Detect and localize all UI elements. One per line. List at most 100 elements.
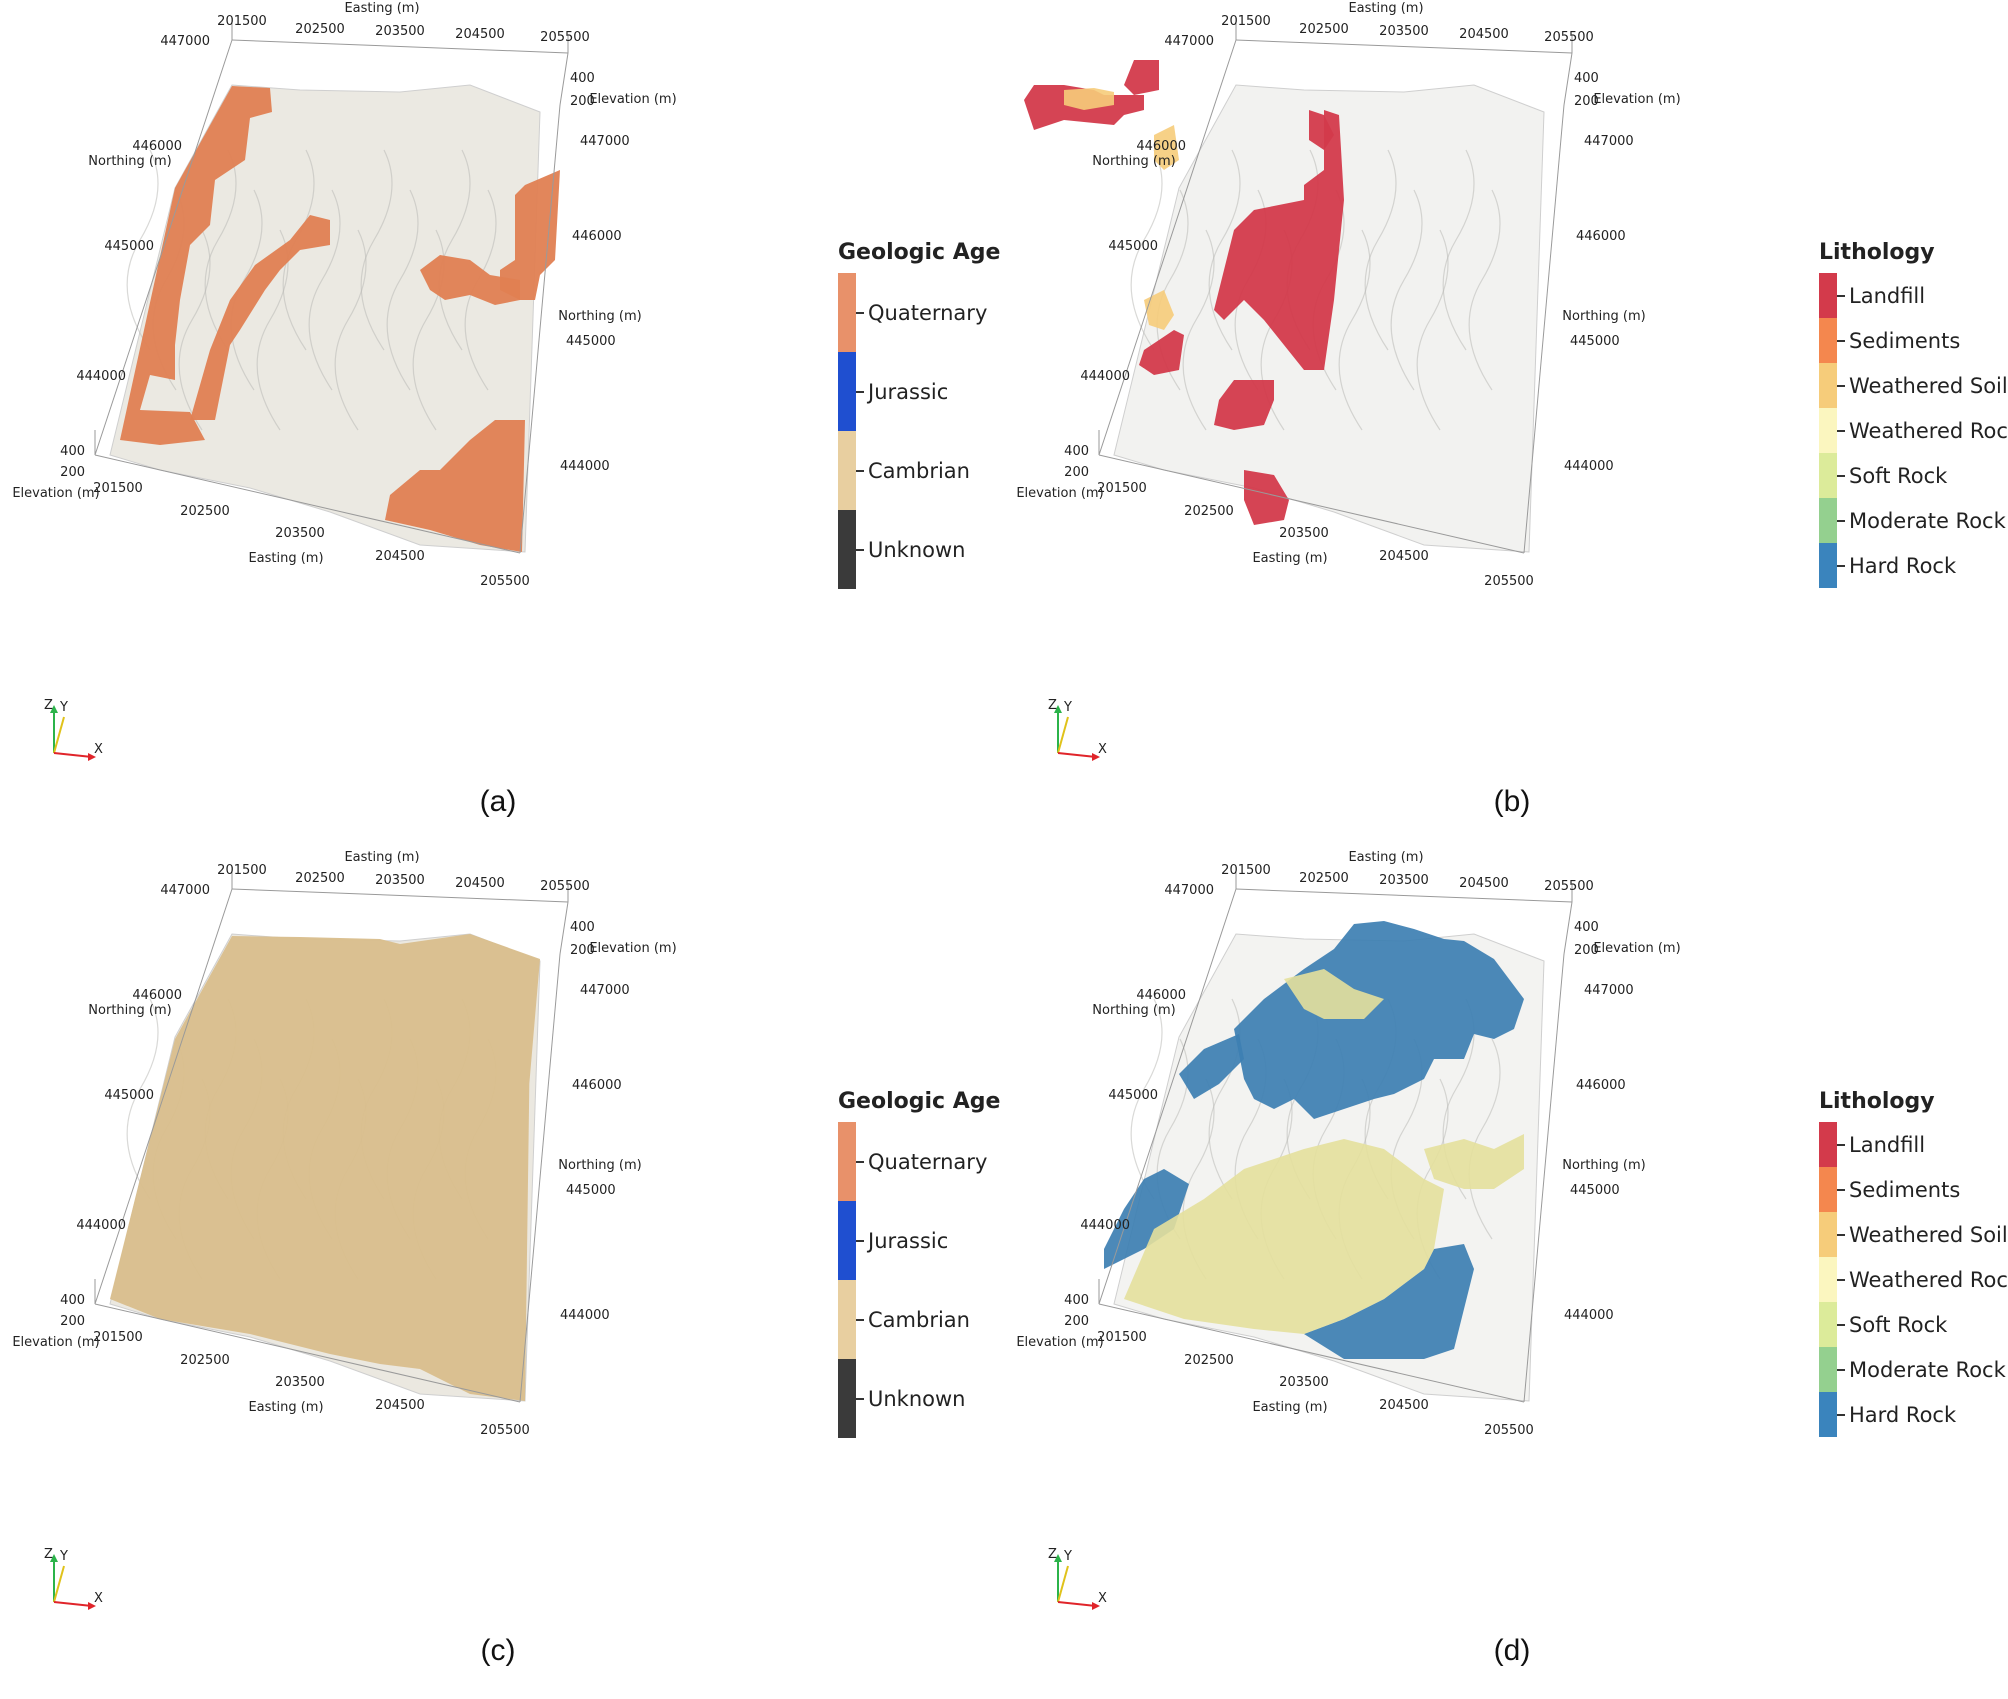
- legend-tick: [1837, 564, 1845, 567]
- easting-tick-bottom: 201500: [1097, 1330, 1147, 1345]
- legend-item-sediments: Sediments: [1819, 1167, 2008, 1212]
- geology-patch-secondary: [1144, 290, 1174, 330]
- northing-tick-left: 444000: [1080, 1218, 1130, 1233]
- elevation-axis-label-bottom: Elevation (m): [1016, 486, 1103, 501]
- svg-text:Y: Y: [59, 1549, 68, 1564]
- northing-tick-right: 446000: [572, 229, 622, 244]
- geology-patch-secondary: [1064, 88, 1114, 110]
- legend-label: Weathered Rock: [1849, 1267, 2008, 1292]
- legend-swatch: [1819, 1302, 1837, 1347]
- legend-swatch: [1819, 318, 1837, 363]
- legend-swatch: [838, 1122, 856, 1201]
- legend-label: Soft Rock: [1849, 463, 1948, 488]
- legend-item-sediments: Sediments: [1819, 318, 2008, 363]
- easting-tick-bottom: 201500: [1097, 481, 1147, 496]
- northing-axis-label-left: Northing (m): [88, 1003, 171, 1018]
- elevation-tick-top: 200: [570, 943, 595, 958]
- elevation-axis-label-top: Elevation (m): [589, 92, 676, 107]
- map-3d-view[interactable]: 201500 202500 203500 204500 205500 Easting (m…: [1004, 0, 2008, 849]
- legend-tick: [856, 390, 864, 393]
- easting-tick-bottom: 205500: [480, 574, 530, 589]
- legend-tick: [1837, 1323, 1845, 1326]
- legend-items: Landfill Sediments Weathered Soil Weathered…: [1819, 1122, 2008, 1437]
- terrain-ridge: [204, 149, 237, 351]
- easting-tick-top: 203500: [1379, 873, 1429, 888]
- northing-tick-right: 444000: [1564, 1308, 1614, 1323]
- northing-tick-right: 446000: [1576, 229, 1626, 244]
- legend-swatch: [1819, 408, 1837, 453]
- svg-text:Y: Y: [59, 700, 68, 715]
- legend-title: Geologic Age: [838, 240, 1001, 265]
- legend-swatch: [1819, 1212, 1837, 1257]
- geology-patch: [1214, 380, 1274, 430]
- easting-tick-bottom: 203500: [275, 1375, 325, 1390]
- legend-item-jurassic: Jurassic: [838, 1201, 1000, 1280]
- northing-tick-left: 447000: [1164, 883, 1214, 898]
- terrain-base: [109, 84, 541, 553]
- geology-patch: [1304, 1244, 1474, 1359]
- legend-swatch: [1819, 543, 1837, 588]
- box-edge: [519, 953, 561, 1403]
- panel-caption: (b): [1493, 785, 1531, 818]
- panel-caption: (d): [1493, 1634, 1531, 1667]
- easting-tick-top: 201500: [217, 14, 267, 29]
- northing-tick-right: 446000: [572, 1078, 622, 1093]
- terrain-ridge: [1130, 998, 1163, 1200]
- legend-swatch: [838, 1201, 856, 1280]
- easting-tick-bottom: 202500: [180, 504, 230, 519]
- easting-tick-bottom: 205500: [1484, 574, 1534, 589]
- legend-swatch: [1819, 1167, 1837, 1212]
- legend-swatch: [838, 273, 856, 352]
- legend-tick: [1837, 384, 1845, 387]
- northing-tick-right: 445000: [566, 1183, 616, 1198]
- legend: Lithology Landfill Sediments Weathered Soi…: [1819, 1089, 2008, 1437]
- elevation-tick-top: 200: [1574, 94, 1599, 109]
- easting-axis-label-top: Easting (m): [344, 1, 419, 16]
- legend-tick: [856, 311, 864, 314]
- elevation-axis-label-top: Elevation (m): [1593, 92, 1680, 107]
- legend-label: Unknown: [868, 1386, 966, 1411]
- legend-label: Weathered Soil: [1849, 373, 2008, 398]
- map-3d-view[interactable]: 201500 202500 203500 204500 205500 Easting (m…: [0, 849, 1004, 1698]
- legend-item-unknown: Unknown: [838, 1359, 1000, 1438]
- axis-ticks: 201500 202500 203500 204500 205500 Easting (m…: [1016, 1, 1680, 589]
- easting-tick-top: 202500: [295, 871, 345, 886]
- box-edge: [94, 454, 521, 554]
- elevation-tick-top: 400: [1574, 71, 1599, 86]
- elevation-axis-label-top: Elevation (m): [1593, 941, 1680, 956]
- northing-axis-label-right: Northing (m): [1562, 1158, 1645, 1173]
- legend-item-moderate-rock: Moderate Rock: [1819, 498, 2008, 543]
- legend-tick: [1837, 1188, 1845, 1191]
- northing-axis-label-left: Northing (m): [88, 154, 171, 169]
- legend-tick: [856, 1318, 864, 1321]
- box-edge: [231, 888, 569, 903]
- legend-label: Moderate Rock: [1849, 508, 2006, 533]
- legend-tick: [1837, 1143, 1845, 1146]
- northing-tick-right: 447000: [580, 134, 630, 149]
- terrain-ridge: [1130, 149, 1163, 351]
- easting-tick-top: 204500: [455, 876, 505, 891]
- legend-item-weathered-rock: Weathered Rock: [1819, 1257, 2008, 1302]
- box-edge: [559, 901, 569, 955]
- northing-tick-left: 446000: [132, 139, 182, 154]
- northing-tick-left: 446000: [132, 988, 182, 1003]
- map-3d-view[interactable]: 201500 202500 203500 204500 205500 Easting (m…: [0, 0, 1004, 849]
- terrain-ridge: [1364, 149, 1397, 351]
- panel-a: 201500 202500 203500 204500 205500 Easting (m…: [0, 0, 1004, 849]
- northing-tick-left: 445000: [1108, 239, 1158, 254]
- legend-swatch: [1819, 363, 1837, 408]
- easting-axis-label-bottom: Easting (m): [1252, 1400, 1327, 1415]
- svg-text:Z: Z: [1048, 1547, 1057, 1562]
- legend-tick: [1837, 474, 1845, 477]
- bounding-box: [94, 20, 569, 554]
- box-edge: [1235, 888, 1573, 903]
- panel-b: 201500 202500 203500 204500 205500 Easting (m…: [1004, 0, 2008, 849]
- panel-c: 201500 202500 203500 204500 205500 Easting (m…: [0, 849, 1004, 1698]
- northing-tick-left: 446000: [1136, 139, 1186, 154]
- terrain-ridge: [308, 189, 341, 391]
- map-3d-view[interactable]: 201500 202500 203500 204500 205500 Easting (m…: [1004, 849, 2008, 1698]
- legend-tick: [1837, 1368, 1845, 1371]
- legend-tick: [856, 1239, 864, 1242]
- easting-tick-top: 204500: [1459, 27, 1509, 42]
- northing-axis-label-left: Northing (m): [1092, 154, 1175, 169]
